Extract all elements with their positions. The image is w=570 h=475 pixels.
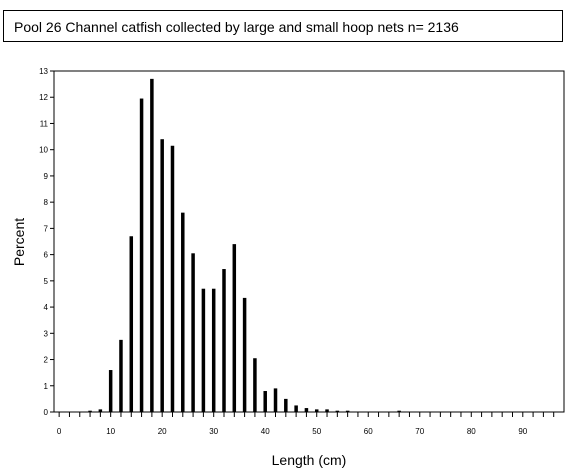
bar (232, 244, 237, 412)
x-axis: 0 10 20 30 40 50 60 70 80 90 (57, 412, 555, 436)
x-tick-label: 10 (106, 427, 115, 436)
bar (314, 409, 319, 412)
bar (160, 139, 164, 412)
y-tick-label: 13 (39, 67, 48, 76)
bar (201, 288, 206, 412)
y-tick-label: 8 (44, 198, 49, 207)
y-tick-label: 3 (44, 329, 49, 338)
y-tick-label: 12 (39, 93, 48, 102)
x-axis-label: Length (cm) (272, 452, 347, 468)
bar (304, 408, 309, 412)
bar (119, 339, 123, 412)
x-tick-label: 90 (518, 427, 527, 436)
bar (129, 236, 134, 412)
bars-group (88, 78, 401, 413)
x-tick-label: 20 (158, 427, 167, 436)
bar (181, 212, 185, 412)
x-tick-label: 30 (209, 427, 218, 436)
y-axis-label: Percent (11, 218, 27, 266)
y-tick-label: 2 (44, 356, 49, 365)
x-tick-label: 70 (415, 427, 424, 436)
bar (284, 398, 288, 412)
x-tick-label: 80 (467, 427, 476, 436)
chart-title: Pool 26 Channel catfish collected by lar… (14, 19, 459, 35)
y-tick-label: 9 (44, 172, 49, 181)
bar (253, 358, 257, 412)
bar (88, 410, 92, 412)
bar (294, 405, 298, 412)
bar (98, 409, 103, 412)
y-tick-label: 7 (44, 224, 49, 233)
x-tick-label: 40 (261, 427, 270, 436)
bar (242, 297, 247, 412)
bar (211, 288, 216, 412)
y-tick-label: 10 (39, 146, 48, 155)
bar (191, 253, 195, 412)
bar (263, 391, 267, 412)
x-tick-label: 60 (364, 427, 373, 436)
bar (345, 410, 350, 412)
x-tick-label: 0 (57, 427, 62, 436)
bar (335, 410, 340, 412)
y-tick-label: 5 (44, 277, 49, 286)
bar (273, 388, 278, 412)
y-tick-label: 4 (44, 303, 49, 312)
bar (150, 78, 154, 412)
bar (325, 409, 329, 412)
bar (108, 370, 113, 412)
y-tick-label: 0 (44, 408, 49, 417)
bar (397, 410, 401, 412)
bar (170, 145, 175, 412)
y-tick-label: 11 (40, 119, 49, 128)
bar (222, 269, 226, 412)
bar (139, 98, 144, 413)
x-tick-label: 50 (312, 427, 321, 436)
chart-title-box: Pool 26 Channel catfish collected by lar… (3, 10, 563, 42)
plot-frame (53, 70, 565, 413)
y-tick-label: 6 (44, 251, 49, 260)
y-tick-label: 1 (44, 382, 49, 391)
